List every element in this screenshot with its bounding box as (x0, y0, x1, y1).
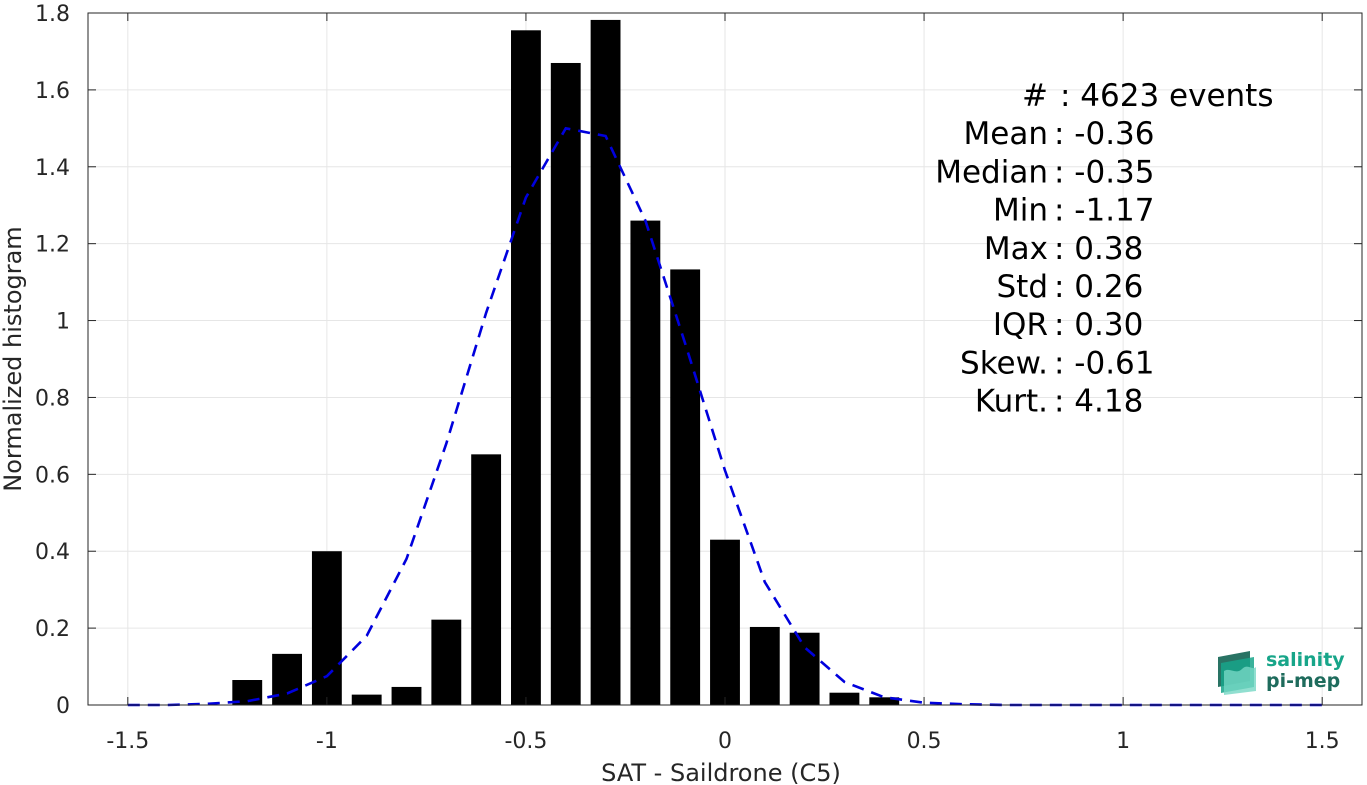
y-tick-label: 1.8 (35, 2, 70, 27)
y-tick-label: 0.4 (35, 540, 70, 565)
stat-label: Skew. (960, 345, 1048, 381)
x-tick-label: -1.5 (106, 729, 149, 754)
y-tick-label: 0 (56, 694, 70, 719)
stat-label: IQR (993, 307, 1048, 343)
histogram-bar (670, 269, 701, 705)
stat-label: Max (984, 231, 1048, 267)
stat-value: : 0.26 (1054, 269, 1143, 305)
stat-value: : -0.61 (1054, 345, 1155, 381)
y-axis-ticks: 0 0.2 0.4 0.6 0.8 1 1.2 1.4 1.6 1.8 (35, 2, 1362, 719)
histogram-bar (590, 19, 621, 706)
x-axis-label: SAT - Saildrone (C5) (601, 759, 841, 785)
histogram-bar (431, 619, 462, 705)
stat-label: Mean (964, 116, 1048, 152)
stat-label: # (1022, 78, 1048, 114)
logo-line-1: salinity (1266, 649, 1345, 671)
histogram-bar (471, 454, 502, 705)
x-tick-label: 0.5 (907, 729, 942, 754)
histogram-bar (710, 539, 740, 705)
stat-label: Median (935, 154, 1048, 190)
y-tick-label: 1.6 (35, 79, 70, 104)
histogram-bar (749, 626, 780, 705)
stat-value: : 0.38 (1054, 231, 1143, 267)
stat-value: : -0.36 (1054, 116, 1155, 152)
histogram-bar (272, 653, 302, 705)
fit-curve-line (127, 126, 1323, 707)
histogram-bars (232, 19, 900, 706)
y-tick-label: 1 (56, 310, 70, 335)
stat-value: : 4623 events (1060, 78, 1274, 114)
stat-value: : -0.35 (1054, 154, 1155, 190)
y-tick-label: 0.2 (35, 617, 70, 642)
salinity-pi-mep-logo: salinity pi-mep (1218, 649, 1345, 695)
stat-label: Min (993, 193, 1048, 229)
logo-line-2: pi-mep (1266, 670, 1340, 692)
histogram-bar (869, 697, 900, 705)
y-tick-label: 0.8 (35, 386, 70, 411)
y-axis-label: Normalized histogram (0, 226, 27, 491)
x-tick-label: 1 (1116, 729, 1130, 754)
histogram-bar (511, 30, 541, 706)
stat-label: Kurt. (975, 384, 1048, 420)
y-tick-label: 1.4 (35, 156, 70, 181)
histogram-bar (351, 694, 382, 705)
y-tick-label: 1.2 (35, 233, 70, 258)
stat-label: Std (996, 269, 1048, 305)
x-tick-label: -1 (316, 729, 338, 754)
stat-value: : -1.17 (1054, 193, 1155, 229)
stat-value: : 4.18 (1054, 384, 1143, 420)
histogram-bar (789, 632, 820, 705)
histogram-bar (829, 692, 860, 705)
wave-stack-icon (1218, 651, 1256, 695)
x-axis-ticks: -1.5 -1 -0.5 0 0.5 1 1.5 (106, 13, 1340, 754)
x-tick-label: 0 (718, 729, 732, 754)
histogram-bar (630, 220, 661, 705)
stat-value: : 0.30 (1054, 307, 1143, 343)
histogram-bar (550, 62, 581, 705)
y-tick-label: 0.6 (35, 463, 70, 488)
histogram-bar (311, 551, 342, 705)
x-tick-label: -0.5 (504, 729, 547, 754)
histogram-bar (391, 686, 422, 705)
x-tick-label: 1.5 (1305, 729, 1340, 754)
